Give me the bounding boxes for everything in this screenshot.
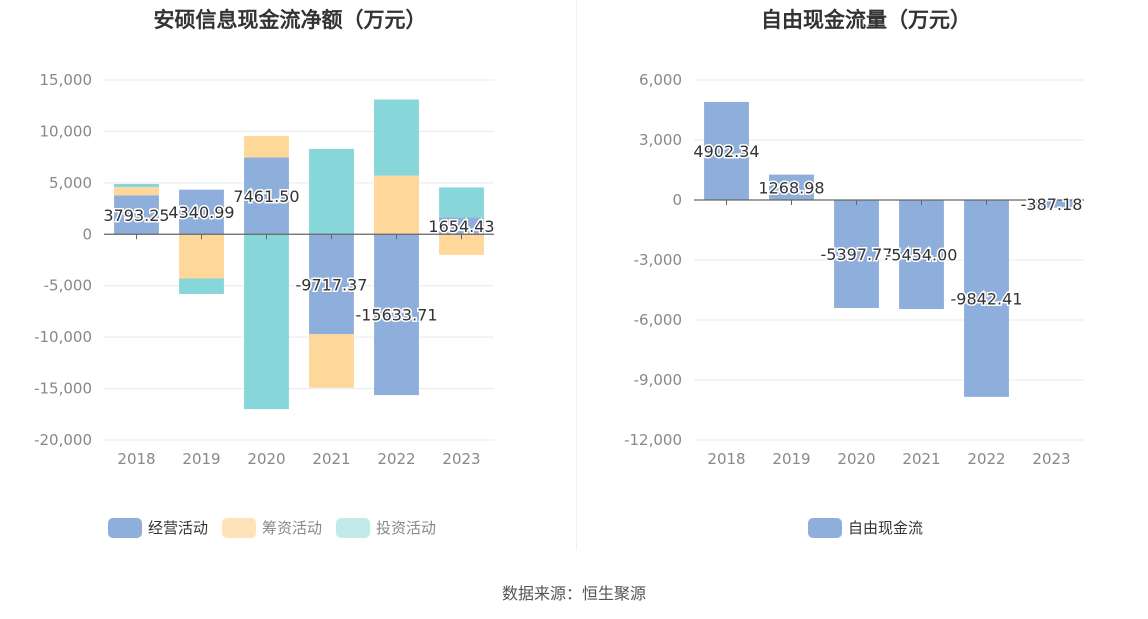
- data-label: -5454.00: [886, 246, 958, 265]
- x-tick-label: 2022: [967, 450, 1005, 468]
- bar-2018-0: [114, 195, 159, 235]
- y-tick-label: -3,000: [634, 251, 682, 269]
- legend-swatch-investing: [336, 517, 371, 538]
- bar-2022-1: [374, 175, 419, 235]
- legend-label-free-cash-flow: 自由现金流: [848, 519, 924, 537]
- x-tick-label: 2020: [837, 450, 875, 468]
- bar-2021-0: [899, 200, 944, 310]
- data-source-note: 数据来源：恒生聚源: [501, 584, 646, 603]
- x-tick-label: 2018: [117, 450, 155, 468]
- data-label: -387.18: [1021, 195, 1083, 214]
- legend-item-investing[interactable]: 投资活动: [336, 517, 436, 538]
- bar-2021-2: [309, 148, 354, 235]
- x-tick-label: 2018: [707, 450, 745, 468]
- data-label: 4902.34: [693, 142, 759, 161]
- x-tick-label: 2019: [182, 450, 220, 468]
- right-legend: 自由现金流: [808, 517, 937, 538]
- bar-2022-0: [374, 234, 419, 396]
- x-tick-label: 2019: [772, 450, 810, 468]
- left-legend: 经营活动 筹资活动 投资活动: [108, 517, 450, 538]
- bar-2020-0: [834, 200, 879, 308]
- data-label: 1268.98: [758, 178, 824, 197]
- legend-item-operating[interactable]: 经营活动: [108, 517, 208, 538]
- bar-2023-1: [439, 234, 484, 255]
- legend-label-investing: 投资活动: [376, 519, 437, 537]
- bar-2020-1: [244, 135, 289, 158]
- bar-2019-1: [179, 234, 224, 279]
- y-tick-label: -10,000: [34, 328, 92, 346]
- data-label: -5397.77: [821, 245, 893, 264]
- bar-2018-1: [114, 187, 159, 196]
- bar-2019-0: [769, 174, 814, 200]
- bar-2019-2: [179, 278, 224, 294]
- y-tick-label: 0: [672, 191, 682, 209]
- data-label: -9717.37: [296, 275, 368, 294]
- free-cash-flow-chart: 6,000 3,000 0 -3,000 -6,000 -9,000 -12,000 2018…: [624, 71, 1084, 468]
- bar-2021-1: [309, 334, 354, 388]
- legend-item-free-cash-flow[interactable]: 自由现金流: [808, 517, 923, 538]
- bar-2022-2: [374, 99, 419, 176]
- y-tick-label: 0: [82, 225, 92, 243]
- y-tick-label: -12,000: [624, 431, 682, 449]
- data-label: -9842.41: [951, 289, 1023, 308]
- y-tick-label: -5,000: [44, 277, 92, 295]
- y-tick-label: -9,000: [634, 371, 682, 389]
- y-tick-label: 6,000: [639, 71, 682, 89]
- x-tick-label: 2023: [1032, 450, 1070, 468]
- x-tick-label: 2021: [902, 450, 940, 468]
- bar-2020-0: [244, 157, 289, 235]
- y-tick-label: -15,000: [34, 380, 92, 398]
- x-tick-label: 2022: [377, 450, 415, 468]
- legend-swatch-free-cash-flow: [808, 517, 842, 538]
- legend-label-financing: 筹资活动: [262, 519, 323, 537]
- right-chart-title: 自由现金流量（万元）: [761, 8, 971, 32]
- bar-2020-2: [244, 234, 289, 410]
- y-tick-label: -6,000: [634, 311, 682, 329]
- bar-2022-0: [964, 200, 1009, 397]
- bar-2023-2: [439, 187, 484, 218]
- bar-2018-2: [114, 183, 159, 188]
- bar-2018-0: [704, 101, 749, 200]
- data-label: 7461.50: [233, 187, 299, 206]
- y-tick-label: -20,000: [34, 431, 92, 449]
- chart-divider: [576, 0, 577, 550]
- y-tick-label: 15,000: [40, 71, 93, 89]
- legend-item-financing[interactable]: 筹资活动: [222, 517, 322, 538]
- data-label: 3793.25: [103, 206, 169, 225]
- y-tick-label: 10,000: [40, 122, 93, 140]
- legend-swatch-financing: [222, 517, 257, 538]
- bar-2019-0: [179, 189, 224, 235]
- data-label: 4340.99: [168, 203, 234, 222]
- data-label: -15633.71: [355, 306, 437, 325]
- left-chart-title: 安硕信息现金流净额（万元）: [153, 8, 427, 32]
- legend-label-operating: 经营活动: [148, 519, 209, 537]
- legend-swatch-operating: [108, 517, 142, 538]
- bar-2021-0: [309, 234, 354, 335]
- x-tick-label: 2020: [247, 450, 285, 468]
- y-tick-label: 3,000: [639, 131, 682, 149]
- x-tick-label: 2021: [312, 450, 350, 468]
- y-tick-label: 5,000: [49, 174, 92, 192]
- bar-2023-0: [439, 217, 484, 235]
- data-label: 1654.43: [428, 217, 494, 236]
- cash-flow-net-chart: 15,000 10,000 5,000 0 -5,000 -10,000 -15,000 -2…: [34, 71, 496, 468]
- x-tick-label: 2023: [442, 450, 480, 468]
